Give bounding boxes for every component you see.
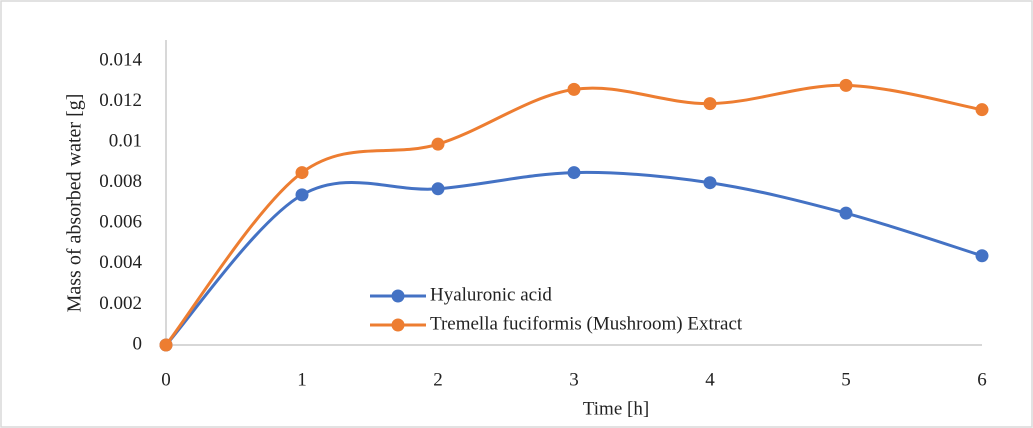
legend-marker xyxy=(391,318,405,332)
marker xyxy=(975,249,989,263)
marker xyxy=(295,166,309,180)
x-tick-label: 1 xyxy=(297,369,307,390)
legend-label: Hyaluronic acid xyxy=(430,284,552,305)
marker xyxy=(703,176,717,190)
legend-label: Tremella fuciformis (Mushroom) Extract xyxy=(430,313,743,334)
x-tick-label: 0 xyxy=(161,369,171,390)
x-tick-label: 6 xyxy=(977,369,987,390)
marker xyxy=(159,338,173,352)
y-tick-label: 0.008 xyxy=(99,171,142,192)
marker xyxy=(839,78,853,92)
x-tick-label: 5 xyxy=(841,369,851,390)
marker xyxy=(703,97,717,111)
y-tick-label: 0.006 xyxy=(99,212,142,233)
y-tick-label: 0 xyxy=(133,333,143,354)
x-tick-label: 3 xyxy=(569,369,579,390)
marker xyxy=(567,82,581,96)
marker xyxy=(431,182,445,196)
y-axis-title: Mass of absorbed water [g] xyxy=(64,94,86,313)
y-tick-label: 0.002 xyxy=(99,293,142,314)
y-tick-label: 0.01 xyxy=(109,131,142,152)
x-axis-title: Time [h] xyxy=(583,398,649,419)
marker xyxy=(295,188,309,202)
y-tick-label: 0.012 xyxy=(99,90,142,111)
y-tick-label: 0.004 xyxy=(99,252,142,273)
marker xyxy=(431,137,445,151)
x-tick-label: 2 xyxy=(433,369,443,390)
marker xyxy=(839,206,853,220)
y-tick-label: 0.014 xyxy=(99,49,142,70)
marker xyxy=(975,103,989,117)
legend-marker xyxy=(391,289,405,303)
x-tick-label: 4 xyxy=(705,369,715,390)
marker xyxy=(567,166,581,180)
